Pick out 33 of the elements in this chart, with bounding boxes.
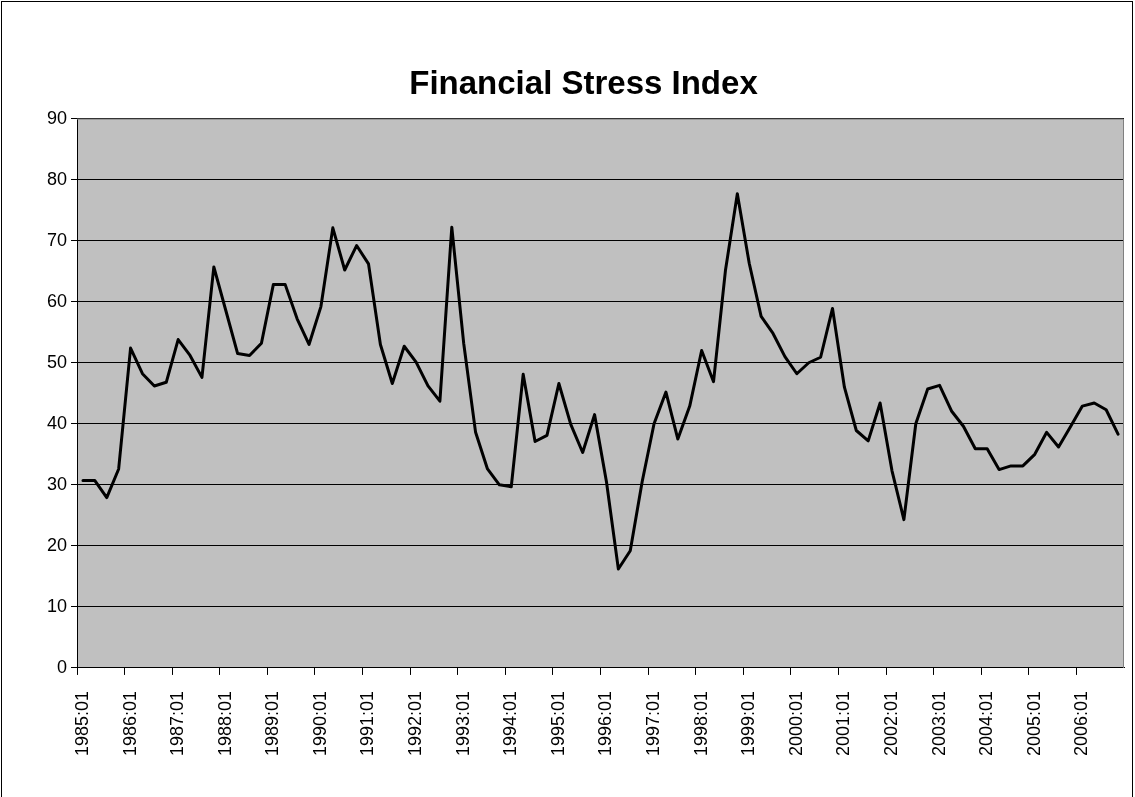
x-tick-label: 1996:01 xyxy=(595,690,616,757)
x-tick-label: 1995:01 xyxy=(547,690,568,757)
x-tick-label: 1999:01 xyxy=(738,690,759,757)
y-tick-label: 40 xyxy=(46,412,68,433)
x-tick-label: 1985:01 xyxy=(71,690,92,757)
x-tick-label: 1991:01 xyxy=(357,690,378,757)
x-tick-label: 1993:01 xyxy=(452,690,473,757)
x-tick-label: 1988:01 xyxy=(214,690,235,757)
x-tick-label: 1989:01 xyxy=(262,690,283,757)
y-tick-label: 30 xyxy=(46,473,68,494)
x-tick-label: 2001:01 xyxy=(833,690,854,757)
chart-title: Financial Stress Index xyxy=(409,63,759,101)
y-tick-label: 70 xyxy=(46,229,68,250)
x-tick-label: 1987:01 xyxy=(167,690,188,757)
x-tick-label: 1997:01 xyxy=(643,690,664,757)
y-tick-label: 60 xyxy=(46,290,68,311)
x-tick-label: 1992:01 xyxy=(405,690,426,757)
x-tick-label: 1994:01 xyxy=(500,690,521,757)
y-tick-label: 20 xyxy=(46,534,68,555)
x-tick-label: 2004:01 xyxy=(976,690,997,757)
x-tick-label: 2002:01 xyxy=(880,690,901,757)
y-tick-label: 90 xyxy=(46,107,68,128)
x-tick-label: 2003:01 xyxy=(928,690,949,757)
y-tick-label: 50 xyxy=(46,351,68,372)
x-tick-label: 1986:01 xyxy=(119,690,140,757)
x-tick-label: 1990:01 xyxy=(309,690,330,757)
y-tick-label: 80 xyxy=(46,168,68,189)
x-tick-label: 2006:01 xyxy=(1071,690,1092,757)
x-tick-label: 2005:01 xyxy=(1023,690,1044,757)
y-tick-label: 10 xyxy=(46,595,68,616)
y-tick-label: 0 xyxy=(57,656,68,677)
x-tick-label: 1998:01 xyxy=(690,690,711,757)
x-tick-label: 2000:01 xyxy=(785,690,806,757)
